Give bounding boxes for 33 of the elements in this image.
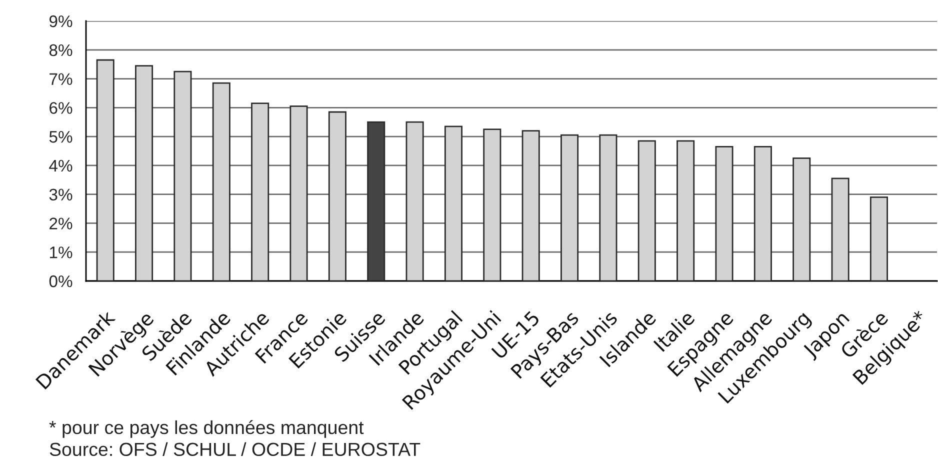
bar	[599, 134, 618, 281]
bar	[444, 126, 462, 281]
y-tick-label: 0%	[49, 275, 72, 288]
y-tick-label: 3%	[49, 188, 72, 201]
bar	[483, 128, 502, 281]
bar	[870, 196, 888, 281]
bar	[638, 140, 656, 281]
y-tick-label: 9%	[50, 15, 72, 28]
y-tick-label: 8%	[49, 44, 72, 56]
bar	[212, 82, 230, 281]
text: * pour ce pays les données manquent	[49, 420, 364, 438]
source-note: Source: OFS / SCHUL / OCDE / EUROSTAT	[50, 442, 420, 456]
y-tick-label: 6%	[50, 102, 72, 114]
bar	[676, 140, 695, 281]
y-tick-label: 4%	[49, 160, 72, 172]
bar	[174, 70, 192, 281]
bar	[792, 158, 811, 281]
bar	[290, 106, 308, 281]
bar	[251, 102, 270, 281]
bar	[754, 146, 772, 281]
y-tick-label: 1%	[50, 246, 72, 258]
bar	[328, 111, 346, 281]
bar	[522, 130, 540, 281]
bar	[135, 65, 154, 281]
bar	[96, 59, 114, 281]
bar	[367, 121, 386, 281]
bar	[406, 121, 424, 281]
y-tick-label: 5%	[49, 131, 72, 143]
bar	[560, 134, 579, 281]
y-tick-label: 7%	[50, 73, 72, 85]
y-tick-label: 2%	[50, 218, 72, 230]
bar	[715, 146, 734, 281]
bar	[831, 178, 850, 281]
